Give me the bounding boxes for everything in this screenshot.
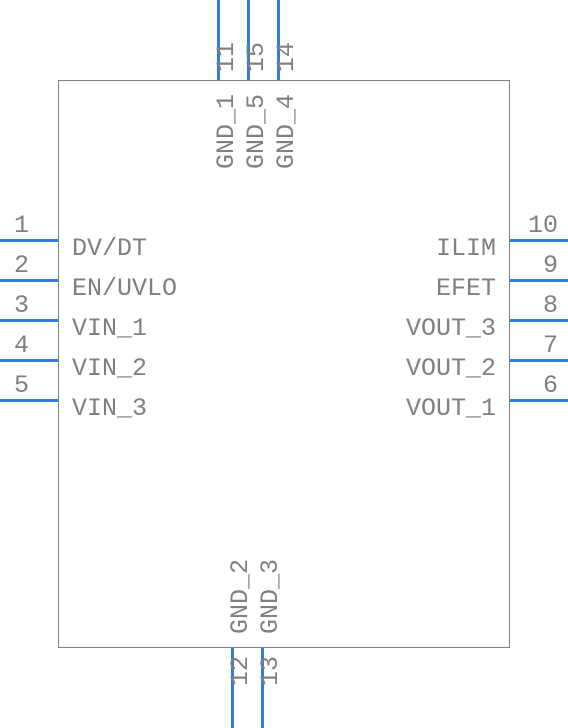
pin-name: VOUT_1 xyxy=(406,394,496,423)
pin-number: 10 xyxy=(528,211,558,240)
pin-number: 14 xyxy=(272,42,301,72)
pin-number: 13 xyxy=(256,656,285,686)
pin-number: 15 xyxy=(242,42,271,72)
pin-name: GND_2 xyxy=(226,559,255,634)
pin-line xyxy=(510,359,568,362)
pin-name: ILIM xyxy=(436,234,496,263)
pin-number: 8 xyxy=(543,291,558,320)
pin-line xyxy=(510,319,568,322)
pin-number: 7 xyxy=(543,331,558,360)
pin-number: 6 xyxy=(543,371,558,400)
pin-name: EN/UVLO xyxy=(72,274,177,303)
pin-number: 12 xyxy=(226,656,255,686)
pin-line xyxy=(510,399,568,402)
pin-number: 1 xyxy=(14,211,29,240)
pin-number: 2 xyxy=(14,251,29,280)
pin-name: EFET xyxy=(436,274,496,303)
pin-name: GND_3 xyxy=(256,559,285,634)
pin-name: GND_1 xyxy=(212,94,241,169)
pin-name: GND_5 xyxy=(242,94,271,169)
pin-name: VIN_3 xyxy=(72,394,147,423)
pin-name: VIN_2 xyxy=(72,354,147,383)
pin-name: VIN_1 xyxy=(72,314,147,343)
pin-number: 11 xyxy=(212,42,241,72)
pin-number: 3 xyxy=(14,291,29,320)
pin-number: 4 xyxy=(14,331,29,360)
pin-name: VOUT_2 xyxy=(406,354,496,383)
pin-line xyxy=(510,279,568,282)
pin-name: VOUT_3 xyxy=(406,314,496,343)
pin-name: GND_4 xyxy=(272,94,301,169)
pin-number: 9 xyxy=(543,251,558,280)
pin-name: DV/DT xyxy=(72,234,147,263)
pin-number: 5 xyxy=(14,371,29,400)
